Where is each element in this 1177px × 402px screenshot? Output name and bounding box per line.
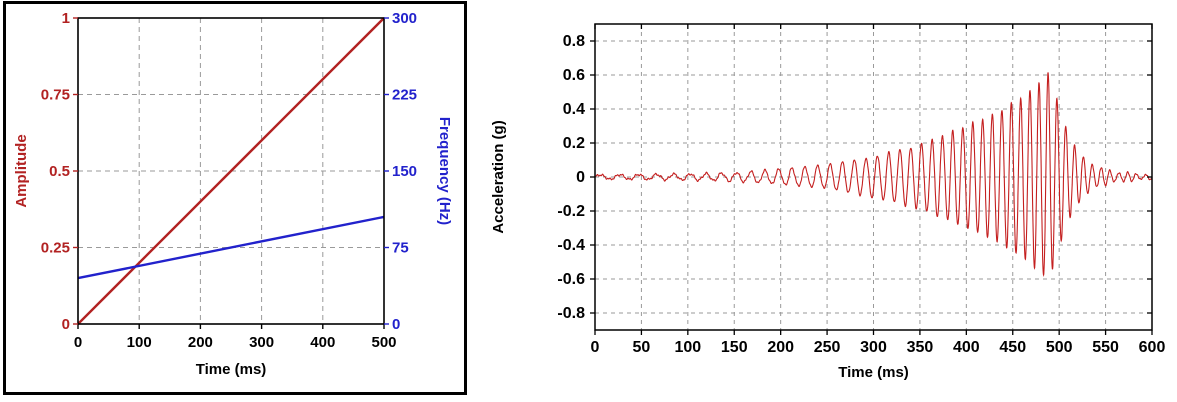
acceleration-chart: 0 50 100 150 200 250 300 350 400 450 500 550 600 0.8 0… <box>490 23 1166 381</box>
y-tick-label: 0.8 <box>563 33 585 50</box>
gridlines <box>78 18 384 324</box>
acceleration-figure: 0 50 100 150 200 250 300 350 400 450 500 550 600 0.8 0… <box>487 0 1175 402</box>
axis-ticks <box>590 24 1153 335</box>
left-tick-label: 0.75 <box>41 87 70 104</box>
series-acceleration-chirp <box>594 72 1153 278</box>
sweep-parameters-figure: 0 100 200 300 400 500 0 0.25 0.5 0.75 1 0 75 150 225 30… <box>3 1 467 395</box>
y-tick-label: -0.4 <box>557 237 585 254</box>
left-tick-label: 0 <box>62 316 70 333</box>
right-axis-title: Frequency (Hz) <box>436 117 453 225</box>
x-tick-label: 300 <box>860 339 887 356</box>
x-tick-label: 100 <box>127 334 152 351</box>
x-tick-label: 400 <box>953 339 980 356</box>
series-amplitude-ramp <box>77 17 385 325</box>
axis-ticks <box>73 17 389 329</box>
x-tick-label: 200 <box>188 334 213 351</box>
x-tick-label: 300 <box>249 334 274 351</box>
series <box>77 17 385 325</box>
right-tick-label: 225 <box>392 87 417 104</box>
right-tick-label: 150 <box>392 163 417 180</box>
y-tick-label: -0.6 <box>557 271 585 288</box>
left-axis-title: Amplitude <box>13 134 30 207</box>
x-tick-label: 400 <box>310 334 335 351</box>
x-tick-label: 0 <box>74 334 82 351</box>
right-tick-label: 300 <box>392 10 417 27</box>
x-tick-label: 350 <box>907 339 934 356</box>
y-tick-label: 0.2 <box>563 135 585 152</box>
left-tick-label: 0.5 <box>49 163 70 180</box>
series-frequency-sweep <box>77 215 385 280</box>
x-tick-label: 550 <box>1092 339 1119 356</box>
right-tick-label: 0 <box>392 316 400 333</box>
y-tick-label: 0 <box>576 169 585 186</box>
y-tick-label: 0.4 <box>563 101 585 118</box>
y-tick-label: 0.6 <box>563 67 585 84</box>
x-tick-label: 450 <box>999 339 1026 356</box>
right-tick-label: 75 <box>392 240 409 257</box>
x-tick-label: 0 <box>591 339 600 356</box>
x-tick-label: 200 <box>767 339 794 356</box>
y-axis-title: Acceleration (g) <box>490 120 507 233</box>
y-tick-label: -0.2 <box>557 203 585 220</box>
x-tick-label: 250 <box>814 339 841 356</box>
y-tick-label: -0.8 <box>557 305 585 322</box>
left-tick-label: 1 <box>62 10 70 27</box>
x-tick-label: 600 <box>1139 339 1166 356</box>
x-axis-title: Time (ms) <box>838 364 909 381</box>
x-tick-label: 100 <box>674 339 701 356</box>
x-tick-label: 150 <box>721 339 748 356</box>
x-tick-label: 500 <box>1046 339 1073 356</box>
left-tick-label: 0.25 <box>41 240 70 257</box>
sweep-parameters-chart: 0 100 200 300 400 50000.250.50.75107515022530… <box>13 10 453 378</box>
x-tick-label: 50 <box>633 339 651 356</box>
x-tick-label: 500 <box>371 334 396 351</box>
x-axis-title: Time (ms) <box>196 361 267 378</box>
